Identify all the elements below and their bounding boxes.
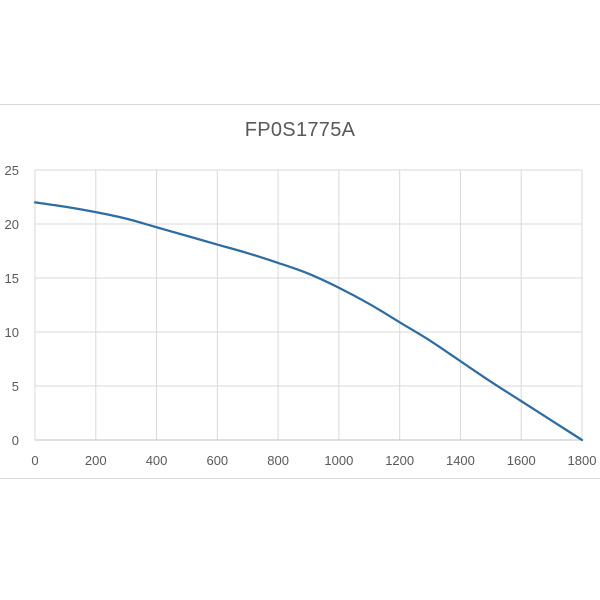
bottom-divider: [0, 478, 600, 479]
x-tick-label-200: 200: [85, 453, 107, 468]
x-tick-label-400: 400: [146, 453, 168, 468]
top-divider: [0, 104, 600, 105]
y-tick-label-5: 5: [12, 379, 19, 394]
grid-lines: [35, 169, 583, 440]
x-tick-label-1400: 1400: [446, 453, 475, 468]
x-tick-label-800: 800: [267, 453, 289, 468]
y-tick-label-10: 10: [5, 325, 19, 340]
x-tick-label-1200: 1200: [385, 453, 414, 468]
x-tick-label-1600: 1600: [507, 453, 536, 468]
x-tick-labels: 0 200 400 600 800 1000 1200 1400 1600 1800: [31, 453, 596, 468]
y-tick-label-15: 15: [5, 271, 19, 286]
x-tick-label-1800: 1800: [568, 453, 597, 468]
chart-title: FP0S1775A: [244, 119, 356, 141]
y-tick-label-20: 20: [5, 217, 19, 232]
axes: [34, 170, 582, 441]
x-tick-label-600: 600: [206, 453, 228, 468]
y-tick-label-25: 25: [5, 163, 19, 178]
x-tick-label-1000: 1000: [324, 453, 353, 468]
y-tick-labels: 0 5 10 15 20 25: [5, 163, 19, 448]
data-series: [33, 201, 584, 442]
series-line-0: [33, 201, 584, 442]
y-tick-label-0: 0: [12, 433, 19, 448]
x-tick-label-0: 0: [31, 453, 38, 468]
